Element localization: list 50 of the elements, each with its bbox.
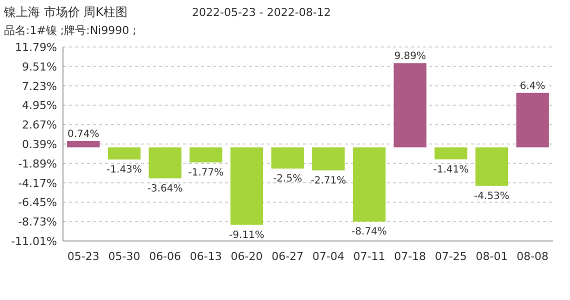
chart-title: 镍上海 市场价 周K柱图 bbox=[3, 5, 128, 19]
y-tick-label: 11.79% bbox=[15, 41, 57, 54]
bar bbox=[67, 141, 100, 148]
bar bbox=[516, 92, 549, 148]
x-tick-label: 06-27 bbox=[272, 250, 304, 263]
x-tick-label: 07-18 bbox=[394, 250, 426, 263]
y-tick-label: 2.67% bbox=[22, 118, 57, 132]
y-tick-label: -6.45% bbox=[18, 196, 57, 210]
chart-subtitle: 品名:1#镍 ;牌号:Ni9990 ; bbox=[4, 24, 136, 37]
data-label: -1.77% bbox=[188, 167, 224, 178]
x-tick-label: 07-11 bbox=[353, 250, 386, 263]
data-label: 0.74% bbox=[68, 129, 100, 140]
text: 2022-05-23 - 2022-08-12 bbox=[192, 6, 331, 19]
data-label: -2.71% bbox=[310, 175, 346, 186]
data-label: -4.53% bbox=[474, 190, 510, 202]
x-tick-label: 08-01 bbox=[476, 250, 508, 263]
bar bbox=[394, 63, 426, 148]
bar bbox=[434, 147, 468, 160]
x-tick-label: 05-30 bbox=[108, 250, 140, 263]
y-tick-label: -8.73% bbox=[18, 216, 57, 229]
x-tick-label: 06-06 bbox=[149, 250, 182, 263]
data-label: -9.11% bbox=[229, 230, 264, 241]
data-label: -3.64% bbox=[147, 183, 183, 194]
bar bbox=[475, 147, 508, 186]
y-tick-label: 4.95% bbox=[22, 99, 57, 112]
data-label: -1.43% bbox=[106, 164, 142, 176]
x-tick-label: 08-08 bbox=[516, 250, 549, 263]
x-tick-label: 07-04 bbox=[312, 250, 344, 263]
bar bbox=[190, 147, 222, 162]
y-tick-label: 9.51% bbox=[22, 60, 57, 74]
data-label: -2.5% bbox=[273, 174, 302, 185]
y-tick-label: 0.39% bbox=[22, 138, 57, 151]
data-label: -1.41% bbox=[433, 164, 469, 176]
bar bbox=[148, 147, 182, 178]
bar bbox=[108, 147, 141, 160]
y-tick-label: -11.01% bbox=[11, 235, 57, 248]
x-tick-label: 05-23 bbox=[67, 250, 100, 263]
x-tick-label: 06-20 bbox=[230, 250, 263, 263]
data-label: -8.74% bbox=[352, 226, 387, 238]
bar bbox=[352, 147, 386, 222]
x-tick-label: 06-13 bbox=[190, 250, 222, 263]
bar bbox=[312, 147, 345, 170]
y-tick-label: -1.89% bbox=[18, 157, 57, 170]
data-label: 6.4% bbox=[520, 80, 546, 92]
y-tick-label: -4.17% bbox=[18, 176, 57, 190]
bar bbox=[230, 147, 264, 225]
bar bbox=[271, 147, 304, 169]
data-label: 9.89% bbox=[394, 51, 426, 62]
y-tick-label: 7.23% bbox=[22, 80, 57, 93]
x-tick-label: 07-25 bbox=[434, 250, 467, 263]
